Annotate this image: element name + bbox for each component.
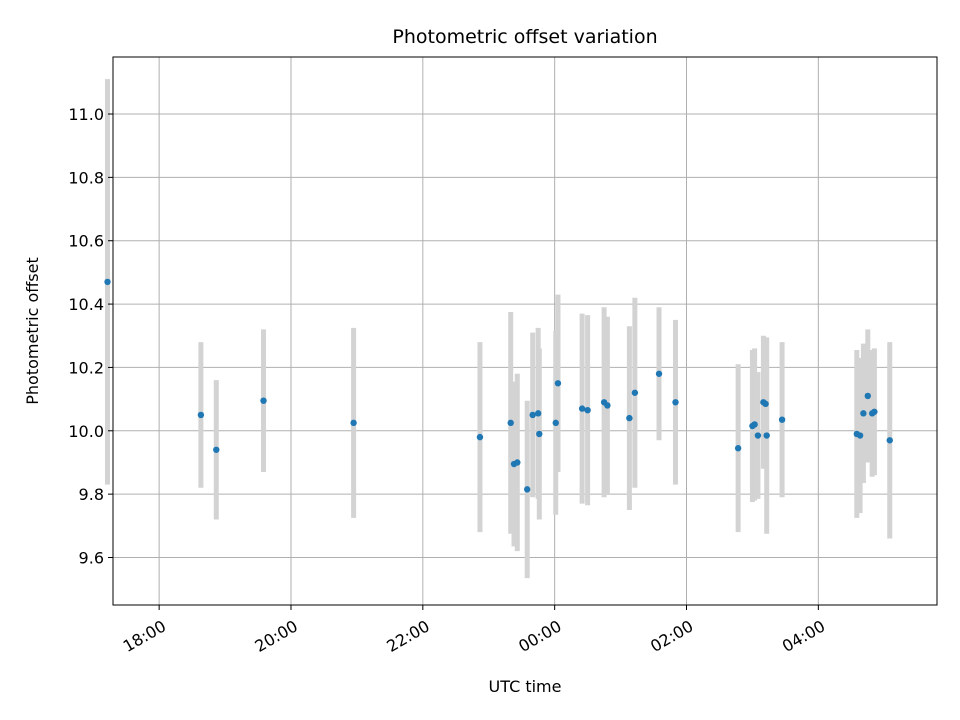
data-point	[197, 411, 205, 419]
data-point	[476, 433, 484, 441]
data-point	[860, 410, 867, 417]
data-point	[631, 389, 639, 396]
data-point	[350, 419, 357, 427]
data-point	[864, 392, 871, 400]
data-point	[672, 399, 679, 406]
data-point	[260, 397, 267, 404]
y-tick-label: 9.8	[79, 485, 104, 504]
data-point	[523, 486, 531, 493]
data-point	[751, 421, 758, 428]
plot-frame	[112, 56, 938, 606]
data-point	[871, 408, 878, 415]
data-point	[554, 380, 562, 387]
data-point	[762, 400, 769, 408]
y-axis-label: Photometric offset	[23, 257, 42, 405]
data-point	[529, 411, 536, 419]
data-point	[604, 402, 611, 409]
data-points	[104, 278, 893, 493]
data-point	[886, 437, 893, 444]
data-point	[856, 432, 864, 439]
x-axis-label: UTC time	[489, 677, 562, 696]
data-point	[213, 446, 220, 453]
y-tick-label: 10.8	[68, 168, 104, 187]
data-point	[754, 432, 762, 439]
grid	[113, 57, 937, 605]
data-point	[104, 278, 111, 286]
data-point	[552, 419, 559, 427]
data-point	[534, 410, 542, 417]
y-tick-label: 10.4	[68, 295, 104, 314]
y-tick-label: 10.2	[68, 358, 104, 377]
data-point	[763, 432, 770, 439]
y-tick-label: 10.0	[68, 422, 104, 441]
data-point	[778, 416, 786, 423]
y-tick-label: 9.6	[79, 548, 104, 567]
data-point	[514, 459, 521, 466]
data-point	[655, 370, 663, 377]
chart-title: Photometric offset variation	[392, 26, 657, 48]
data-point	[536, 430, 543, 438]
y-tick-label: 10.6	[68, 232, 104, 251]
data-point	[584, 406, 591, 414]
data-point	[507, 419, 514, 427]
data-point	[734, 445, 742, 452]
data-point	[626, 414, 633, 422]
y-tick-label: 11.0	[68, 105, 104, 124]
data-point	[578, 405, 586, 412]
y-axis-ticks: 9.6 9.8 10.0 10.2 10.4 10.6 10.8 11.0	[68, 105, 113, 567]
